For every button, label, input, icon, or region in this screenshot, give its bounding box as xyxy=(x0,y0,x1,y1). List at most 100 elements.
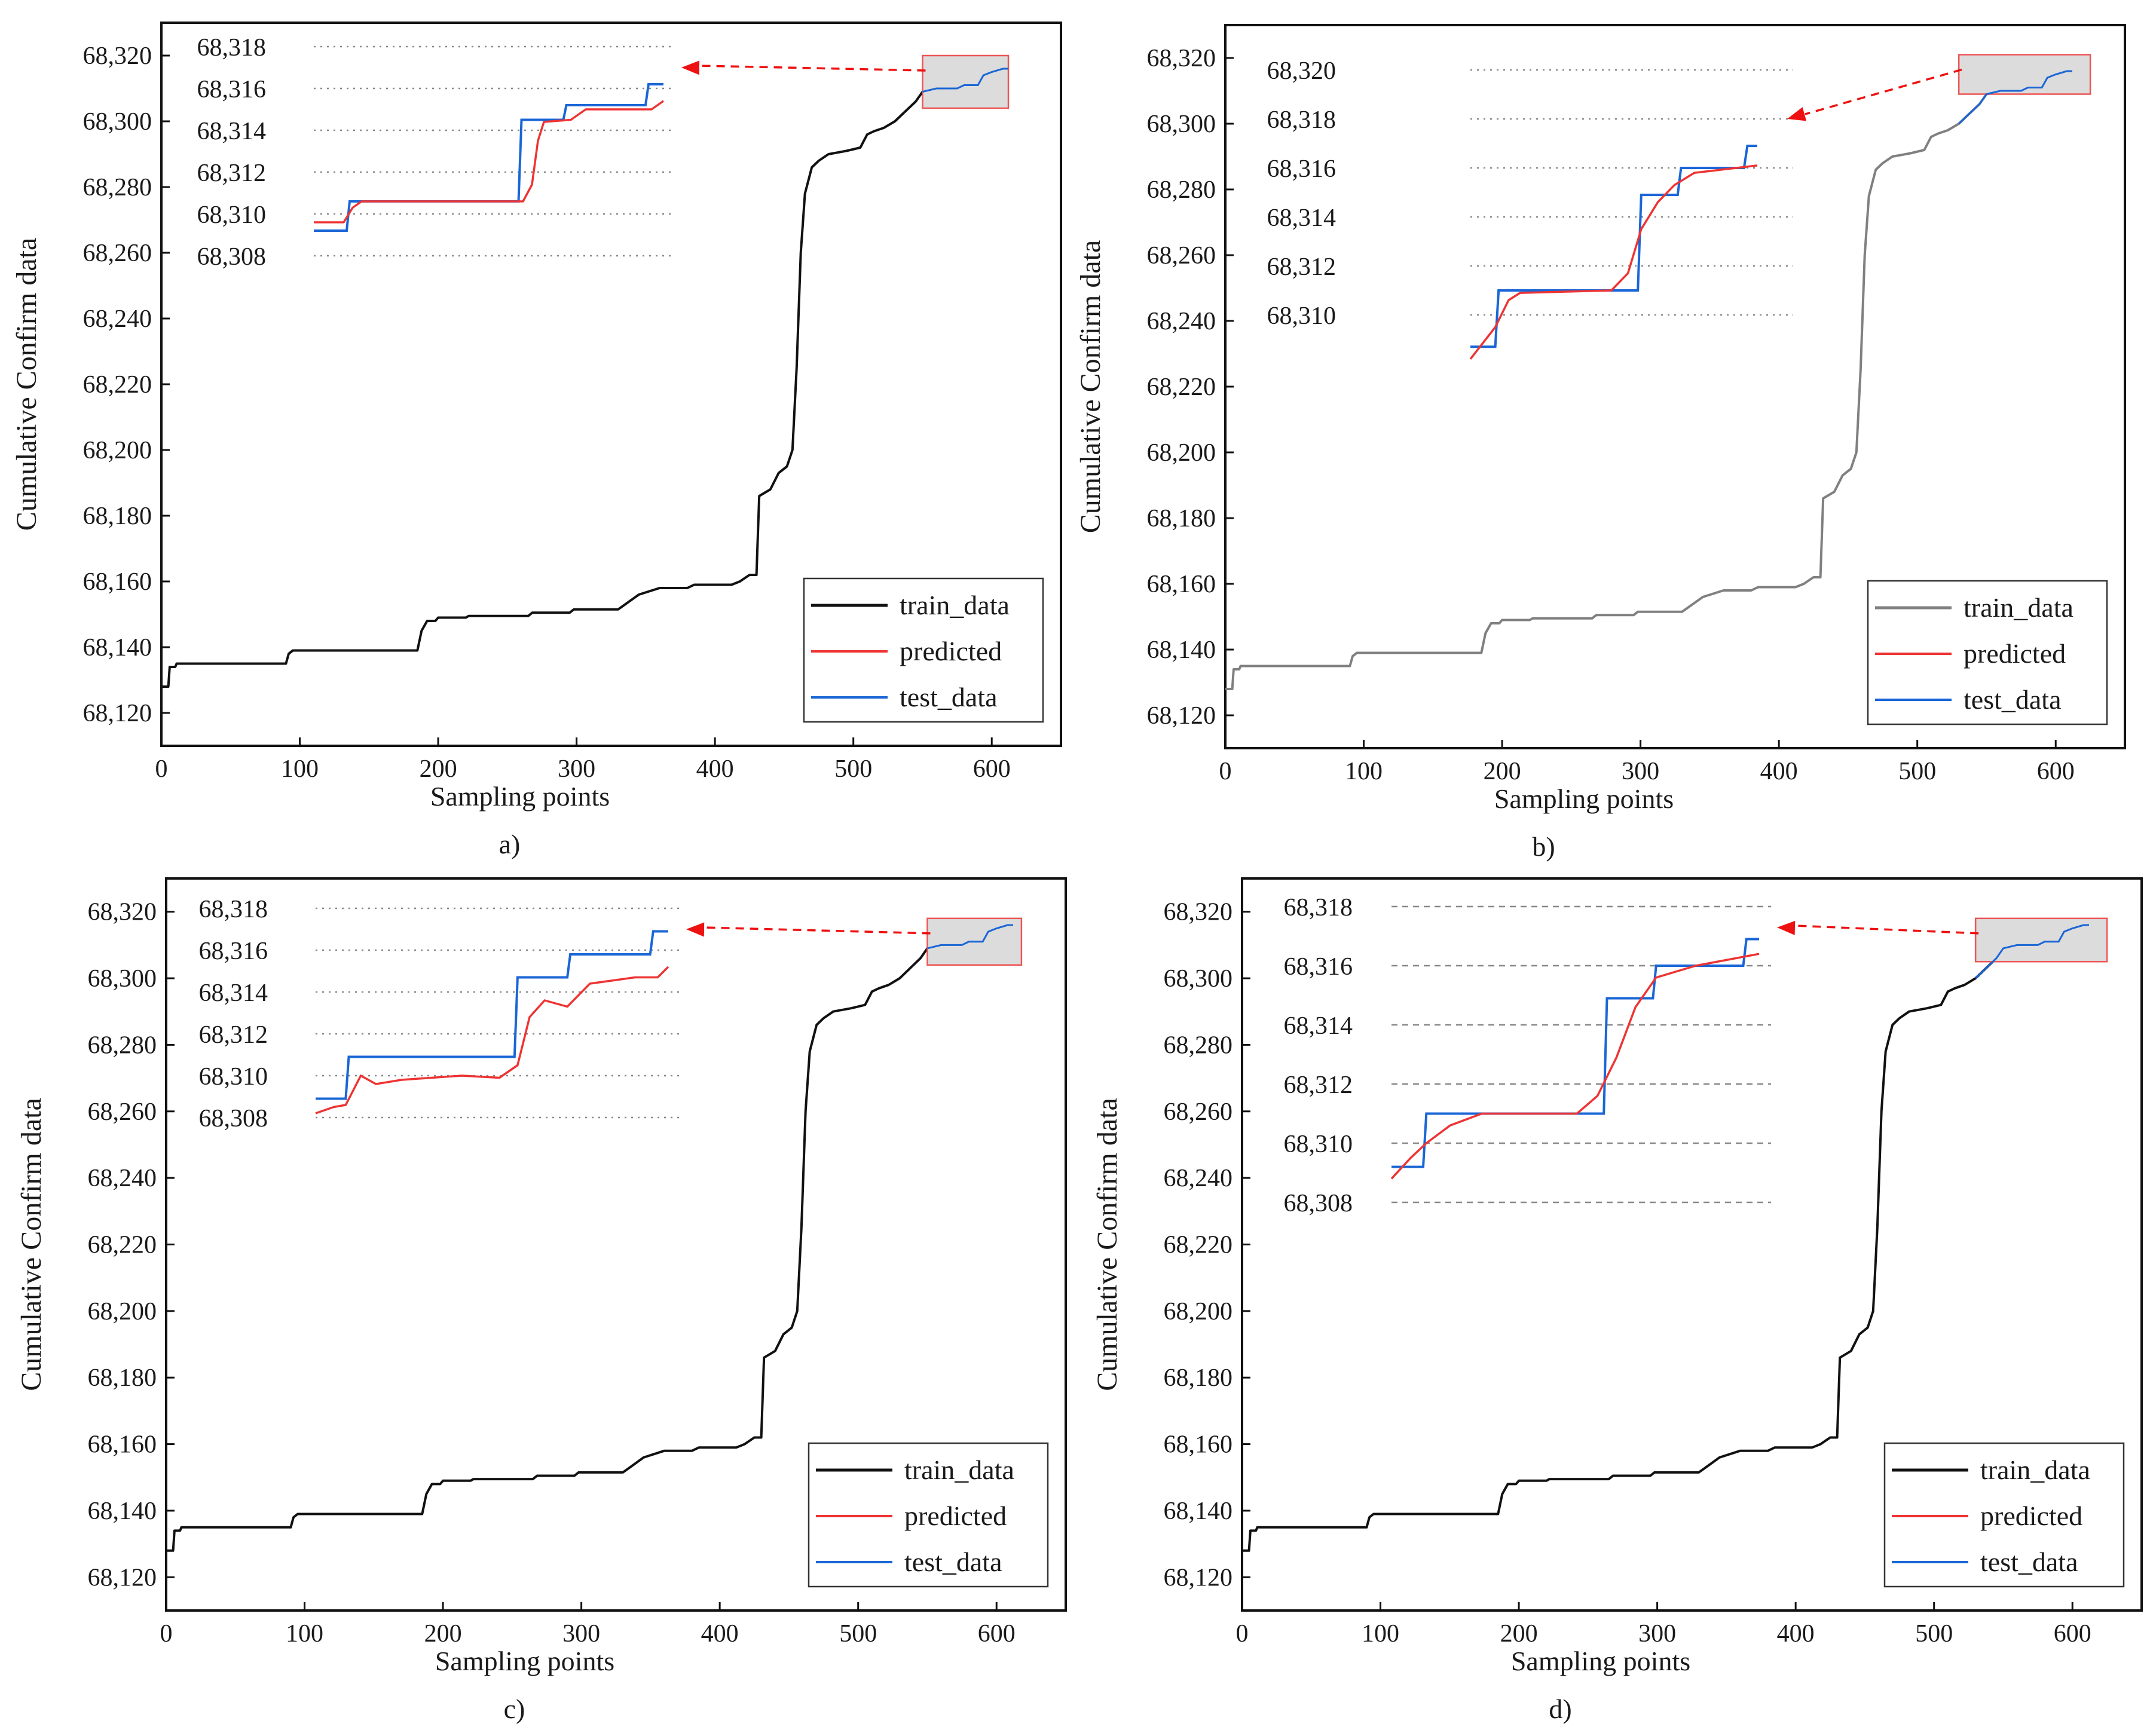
y-tick-label: 68,140 xyxy=(1164,1498,1233,1525)
y-tick-label: 68,180 xyxy=(88,1364,157,1392)
y-tick-label: 68,200 xyxy=(1164,1298,1233,1325)
zoom-arrow-head xyxy=(1787,107,1807,121)
y-tick-label: 68,240 xyxy=(1147,308,1216,335)
inset-y-label: 68,312 xyxy=(1284,1071,1353,1099)
panel-caption: d) xyxy=(1549,1694,1571,1724)
x-tick-label: 400 xyxy=(1760,758,1798,785)
zoom-region-box xyxy=(922,54,1010,109)
zoom-arrow-head xyxy=(686,922,705,937)
legend-label: test_data xyxy=(900,682,998,712)
inset-test-line xyxy=(1391,938,1759,1168)
inset-y-label: 68,316 xyxy=(199,938,268,965)
zoom-region-series xyxy=(1958,70,2072,125)
inset-y-label: 68,310 xyxy=(1267,302,1337,330)
chart-panel-a: 68,120 68,140 68,160 68,180 68,200 68,220 68,2… xyxy=(11,22,1062,859)
y-tick-label: 68,220 xyxy=(88,1232,157,1259)
chart-panel-b: 68,120 68,140 68,160 68,180 68,200 68,220 68,2… xyxy=(1075,24,2126,862)
legend-label: train_data xyxy=(900,590,1010,620)
x-tick-label: 600 xyxy=(2054,1620,2091,1648)
y-tick-label: 68,260 xyxy=(1147,242,1216,270)
x-axis-label: Sampling points xyxy=(430,781,610,812)
x-tick-label: 400 xyxy=(701,1620,739,1648)
y-tick-label: 68,120 xyxy=(83,700,152,727)
y-tick-label: 68,320 xyxy=(83,42,152,70)
x-tick-label: 400 xyxy=(1777,1620,1815,1648)
x-tick-label: 400 xyxy=(696,755,734,783)
x-tick-label: 500 xyxy=(1898,758,1936,785)
inset-y-label: 68,316 xyxy=(1284,953,1353,981)
x-tick-label: 200 xyxy=(1500,1620,1538,1648)
y-tick-label: 68,140 xyxy=(83,634,152,662)
x-tick-label: 200 xyxy=(420,755,457,783)
y-tick-label: 68,200 xyxy=(83,437,152,464)
y-tick-label: 68,320 xyxy=(1164,899,1233,926)
y-tick-label: 68,320 xyxy=(1147,45,1216,72)
y-tick-label: 68,140 xyxy=(88,1498,157,1525)
zoom-region-series xyxy=(922,68,1008,93)
inset-y-label: 68,308 xyxy=(199,1105,268,1132)
y-tick-label: 68,160 xyxy=(88,1431,157,1459)
x-tick-label: 0 xyxy=(160,1620,173,1648)
x-tick-label: 500 xyxy=(839,1620,877,1648)
x-tick-label: 100 xyxy=(281,755,319,783)
legend-label: test_data xyxy=(904,1547,1002,1577)
inset-test-line xyxy=(1470,145,1757,348)
x-tick-label: 0 xyxy=(155,755,168,783)
inset-y-label: 68,310 xyxy=(1284,1131,1353,1158)
y-axis-label: Cumulative Confirm data xyxy=(1075,240,1106,534)
y-tick-label: 68,220 xyxy=(1147,373,1216,401)
inset-predicted-line xyxy=(315,966,669,1115)
y-axis-label: Cumulative Confirm data xyxy=(1091,1098,1123,1391)
inset-test-line xyxy=(314,83,663,232)
y-tick-label: 68,140 xyxy=(1147,636,1216,664)
legend-label: predicted xyxy=(1964,638,2066,669)
panel-caption: b) xyxy=(1532,831,1555,862)
y-tick-label: 68,260 xyxy=(88,1098,157,1126)
inset-y-label: 68,318 xyxy=(1267,106,1337,134)
y-axis-label: Cumulative Confirm data xyxy=(11,238,42,531)
y-tick-label: 68,260 xyxy=(1164,1098,1233,1126)
y-tick-label: 68,160 xyxy=(83,568,152,596)
y-tick-label: 68,280 xyxy=(1164,1031,1233,1059)
y-tick-label: 68,200 xyxy=(88,1298,157,1325)
inset-y-label: 68,312 xyxy=(197,160,267,187)
x-tick-label: 300 xyxy=(1638,1620,1676,1648)
inset-y-label: 68,310 xyxy=(199,1063,268,1091)
inset-predicted-line xyxy=(314,100,665,223)
inset-y-label: 68,312 xyxy=(199,1021,268,1049)
y-tick-label: 68,120 xyxy=(88,1564,157,1591)
zoom-arrow-line xyxy=(1805,68,1962,115)
y-tick-label: 68,160 xyxy=(1164,1431,1233,1459)
y-tick-label: 68,280 xyxy=(1147,176,1216,204)
zoom-arrow-line xyxy=(1794,924,1979,935)
y-tick-label: 68,300 xyxy=(83,108,152,136)
zoom-arrow-line xyxy=(699,65,926,72)
y-tick-label: 68,180 xyxy=(83,503,152,530)
zoom-region-box xyxy=(1958,54,2091,95)
inset-y-label: 68,308 xyxy=(197,243,267,271)
x-tick-label: 600 xyxy=(2037,758,2075,785)
chart-panel-d: 68,120 68,140 68,160 68,180 68,200 68,220 68,2… xyxy=(1091,877,2143,1724)
x-axis-label: Sampling points xyxy=(1494,783,1674,814)
inset-y-label: 68,320 xyxy=(1267,57,1337,85)
y-tick-label: 68,240 xyxy=(88,1165,157,1192)
y-tick-label: 68,160 xyxy=(1147,571,1216,598)
chart-panel-c: 68,120 68,140 68,160 68,180 68,200 68,220 68,2… xyxy=(16,877,1067,1724)
x-tick-label: 500 xyxy=(1915,1620,1953,1648)
legend-label: predicted xyxy=(1980,1501,2082,1531)
legend-label: test_data xyxy=(1980,1547,2078,1577)
inset-y-label: 68,318 xyxy=(1284,894,1353,921)
panel-caption: c) xyxy=(504,1694,525,1724)
y-tick-label: 68,120 xyxy=(1147,702,1216,730)
inset-test-line xyxy=(316,930,668,1100)
x-tick-label: 100 xyxy=(1362,1620,1399,1648)
y-tick-label: 68,180 xyxy=(1164,1364,1233,1392)
y-tick-label: 68,220 xyxy=(83,371,152,399)
y-tick-label: 68,280 xyxy=(83,174,152,201)
inset-predicted-line xyxy=(1469,164,1758,360)
x-tick-label: 200 xyxy=(424,1620,462,1648)
y-tick-label: 68,260 xyxy=(83,240,152,267)
y-tick-label: 68,280 xyxy=(88,1031,157,1059)
inset-y-label: 68,314 xyxy=(199,979,268,1007)
